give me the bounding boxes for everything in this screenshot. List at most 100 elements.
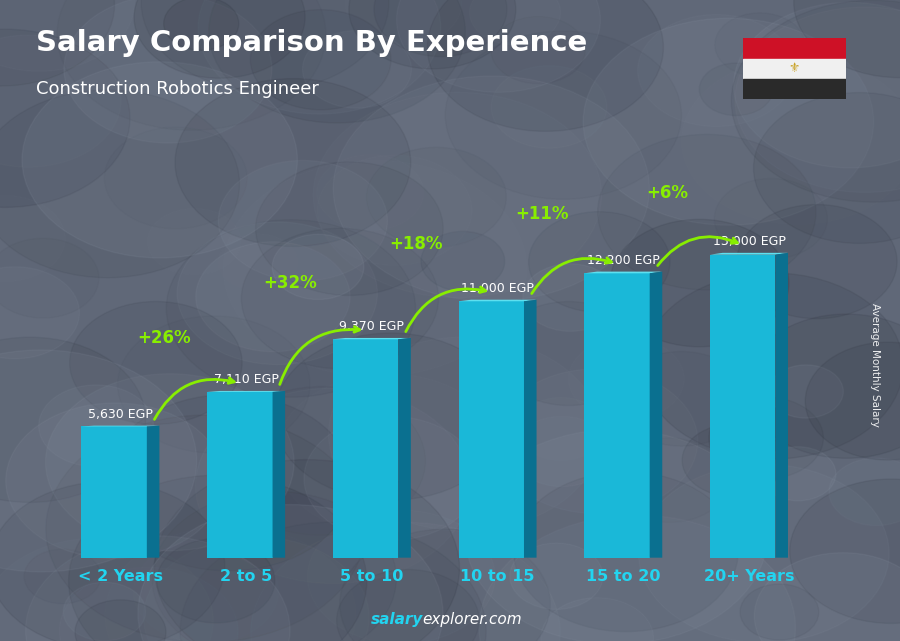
Circle shape bbox=[22, 62, 297, 258]
Circle shape bbox=[708, 397, 824, 479]
Circle shape bbox=[0, 267, 79, 359]
Polygon shape bbox=[584, 273, 650, 558]
Circle shape bbox=[541, 597, 653, 641]
Circle shape bbox=[0, 482, 225, 641]
Circle shape bbox=[610, 219, 789, 347]
Circle shape bbox=[0, 538, 213, 641]
Circle shape bbox=[789, 479, 900, 623]
Circle shape bbox=[302, 31, 411, 108]
Circle shape bbox=[198, 0, 441, 114]
Circle shape bbox=[274, 333, 508, 500]
Circle shape bbox=[209, 0, 465, 123]
Text: salary: salary bbox=[371, 612, 423, 627]
Circle shape bbox=[583, 18, 874, 225]
Circle shape bbox=[0, 337, 146, 503]
Bar bbox=[742, 79, 846, 99]
Circle shape bbox=[155, 460, 460, 641]
Polygon shape bbox=[459, 301, 524, 558]
Circle shape bbox=[735, 7, 900, 192]
Circle shape bbox=[465, 429, 767, 641]
Circle shape bbox=[144, 537, 369, 641]
Polygon shape bbox=[333, 338, 410, 339]
Circle shape bbox=[5, 403, 224, 558]
Text: +26%: +26% bbox=[138, 329, 191, 347]
Bar bbox=[742, 38, 846, 59]
Text: 12,200 EGP: 12,200 EGP bbox=[587, 254, 660, 267]
Text: ⚜: ⚜ bbox=[788, 62, 800, 76]
Circle shape bbox=[428, 0, 663, 131]
Circle shape bbox=[0, 35, 121, 167]
Circle shape bbox=[638, 464, 889, 641]
Circle shape bbox=[141, 0, 389, 91]
Circle shape bbox=[760, 447, 836, 501]
Circle shape bbox=[517, 397, 605, 460]
Circle shape bbox=[250, 10, 391, 110]
Circle shape bbox=[166, 220, 416, 397]
Polygon shape bbox=[207, 391, 285, 392]
Circle shape bbox=[59, 567, 239, 641]
Circle shape bbox=[46, 415, 365, 641]
Circle shape bbox=[64, 0, 272, 143]
Circle shape bbox=[496, 302, 642, 406]
Polygon shape bbox=[710, 253, 788, 254]
Circle shape bbox=[75, 600, 166, 641]
Circle shape bbox=[157, 539, 274, 623]
Circle shape bbox=[642, 273, 900, 459]
Circle shape bbox=[491, 66, 607, 148]
Circle shape bbox=[195, 388, 470, 583]
Circle shape bbox=[196, 242, 350, 352]
Polygon shape bbox=[207, 392, 273, 558]
Text: Construction Robotics Engineer: Construction Robotics Engineer bbox=[36, 80, 319, 98]
Circle shape bbox=[304, 417, 478, 540]
Text: 13,000 EGP: 13,000 EGP bbox=[713, 235, 786, 248]
Circle shape bbox=[0, 0, 114, 86]
Circle shape bbox=[46, 374, 294, 551]
Circle shape bbox=[397, 0, 600, 92]
Circle shape bbox=[737, 204, 897, 319]
Circle shape bbox=[272, 234, 364, 299]
Circle shape bbox=[69, 301, 242, 424]
Circle shape bbox=[740, 584, 819, 640]
Circle shape bbox=[0, 90, 239, 278]
Circle shape bbox=[745, 314, 900, 458]
Polygon shape bbox=[273, 391, 285, 558]
Circle shape bbox=[0, 350, 197, 572]
Circle shape bbox=[754, 553, 900, 641]
Polygon shape bbox=[333, 339, 399, 558]
Circle shape bbox=[374, 0, 507, 56]
Circle shape bbox=[734, 3, 900, 168]
Circle shape bbox=[104, 395, 352, 571]
Text: +18%: +18% bbox=[389, 235, 443, 253]
Circle shape bbox=[421, 231, 505, 291]
Circle shape bbox=[829, 458, 900, 526]
Text: 7,110 EGP: 7,110 EGP bbox=[213, 373, 279, 387]
Circle shape bbox=[699, 63, 773, 115]
Circle shape bbox=[63, 582, 146, 641]
Circle shape bbox=[523, 264, 617, 331]
Circle shape bbox=[732, 1, 900, 202]
Circle shape bbox=[794, 0, 900, 78]
Circle shape bbox=[333, 76, 650, 301]
Circle shape bbox=[180, 522, 486, 641]
Circle shape bbox=[470, 0, 561, 45]
Circle shape bbox=[251, 522, 560, 641]
Circle shape bbox=[495, 369, 698, 513]
Circle shape bbox=[528, 212, 670, 312]
Circle shape bbox=[637, 15, 795, 126]
Circle shape bbox=[39, 385, 154, 467]
Circle shape bbox=[753, 92, 900, 244]
Polygon shape bbox=[147, 426, 159, 558]
Polygon shape bbox=[459, 300, 536, 301]
Circle shape bbox=[349, 0, 516, 69]
Circle shape bbox=[509, 543, 603, 610]
Text: Salary Comparison By Experience: Salary Comparison By Experience bbox=[36, 29, 587, 57]
Text: +11%: +11% bbox=[515, 204, 568, 222]
Polygon shape bbox=[82, 426, 147, 558]
Circle shape bbox=[256, 162, 443, 296]
Circle shape bbox=[769, 365, 843, 418]
Circle shape bbox=[479, 515, 796, 641]
Circle shape bbox=[68, 475, 366, 641]
Text: explorer.com: explorer.com bbox=[422, 612, 522, 627]
Bar bbox=[742, 59, 846, 79]
Polygon shape bbox=[650, 272, 662, 558]
